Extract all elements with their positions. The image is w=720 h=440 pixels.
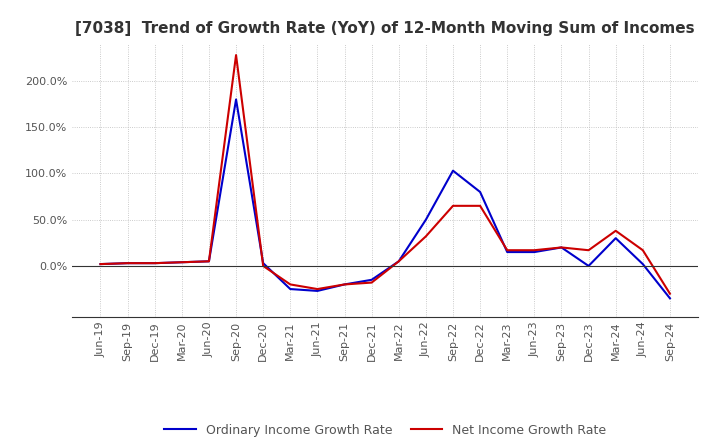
Net Income Growth Rate	[395, 259, 403, 264]
Net Income Growth Rate	[367, 280, 376, 285]
Ordinary Income Growth Rate	[503, 249, 511, 255]
Ordinary Income Growth Rate	[367, 277, 376, 282]
Net Income Growth Rate	[341, 282, 349, 287]
Ordinary Income Growth Rate	[611, 235, 620, 241]
Net Income Growth Rate	[639, 248, 647, 253]
Ordinary Income Growth Rate	[286, 286, 294, 292]
Title: [7038]  Trend of Growth Rate (YoY) of 12-Month Moving Sum of Incomes: [7038] Trend of Growth Rate (YoY) of 12-…	[76, 21, 695, 36]
Net Income Growth Rate	[421, 234, 430, 239]
Line: Net Income Growth Rate: Net Income Growth Rate	[101, 55, 670, 293]
Line: Ordinary Income Growth Rate: Ordinary Income Growth Rate	[101, 99, 670, 298]
Ordinary Income Growth Rate	[259, 260, 268, 266]
Net Income Growth Rate	[150, 260, 159, 266]
Ordinary Income Growth Rate	[476, 189, 485, 194]
Net Income Growth Rate	[584, 248, 593, 253]
Net Income Growth Rate	[123, 260, 132, 266]
Ordinary Income Growth Rate	[96, 261, 105, 267]
Legend: Ordinary Income Growth Rate, Net Income Growth Rate: Ordinary Income Growth Rate, Net Income …	[159, 418, 611, 440]
Ordinary Income Growth Rate	[421, 217, 430, 222]
Ordinary Income Growth Rate	[204, 259, 213, 264]
Net Income Growth Rate	[557, 245, 566, 250]
Net Income Growth Rate	[204, 259, 213, 264]
Ordinary Income Growth Rate	[449, 168, 457, 173]
Ordinary Income Growth Rate	[232, 97, 240, 102]
Ordinary Income Growth Rate	[341, 282, 349, 287]
Net Income Growth Rate	[313, 286, 322, 292]
Ordinary Income Growth Rate	[665, 296, 674, 301]
Net Income Growth Rate	[503, 248, 511, 253]
Net Income Growth Rate	[530, 248, 539, 253]
Net Income Growth Rate	[476, 203, 485, 209]
Ordinary Income Growth Rate	[178, 260, 186, 265]
Net Income Growth Rate	[259, 263, 268, 268]
Net Income Growth Rate	[232, 52, 240, 58]
Net Income Growth Rate	[96, 261, 105, 267]
Ordinary Income Growth Rate	[639, 261, 647, 267]
Ordinary Income Growth Rate	[530, 249, 539, 255]
Net Income Growth Rate	[178, 260, 186, 265]
Ordinary Income Growth Rate	[395, 259, 403, 264]
Ordinary Income Growth Rate	[150, 260, 159, 266]
Net Income Growth Rate	[449, 203, 457, 209]
Ordinary Income Growth Rate	[313, 288, 322, 293]
Net Income Growth Rate	[286, 282, 294, 287]
Net Income Growth Rate	[665, 291, 674, 296]
Ordinary Income Growth Rate	[557, 245, 566, 250]
Ordinary Income Growth Rate	[584, 263, 593, 268]
Net Income Growth Rate	[611, 228, 620, 234]
Ordinary Income Growth Rate	[123, 260, 132, 266]
